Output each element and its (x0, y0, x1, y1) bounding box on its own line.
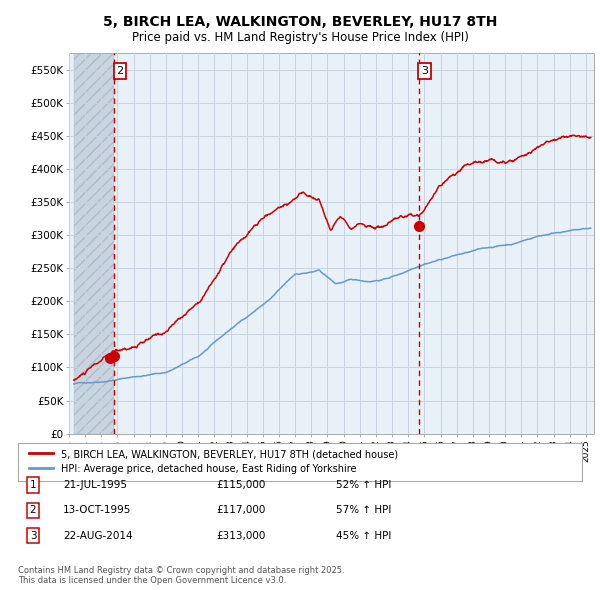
Text: 45% ↑ HPI: 45% ↑ HPI (336, 531, 391, 540)
Text: Contains HM Land Registry data © Crown copyright and database right 2025.
This d: Contains HM Land Registry data © Crown c… (18, 566, 344, 585)
Text: 21-JUL-1995: 21-JUL-1995 (63, 480, 127, 490)
Legend: 5, BIRCH LEA, WALKINGTON, BEVERLEY, HU17 8TH (detached house), HPI: Average pric: 5, BIRCH LEA, WALKINGTON, BEVERLEY, HU17… (23, 443, 404, 480)
Text: £313,000: £313,000 (216, 531, 265, 540)
Text: 5, BIRCH LEA, WALKINGTON, BEVERLEY, HU17 8TH: 5, BIRCH LEA, WALKINGTON, BEVERLEY, HU17… (103, 15, 497, 29)
Bar (74, 53, 114, 434)
Text: 57% ↑ HPI: 57% ↑ HPI (336, 506, 391, 515)
Text: 3: 3 (421, 66, 428, 76)
Text: 1: 1 (29, 480, 37, 490)
Text: 22-AUG-2014: 22-AUG-2014 (63, 531, 133, 540)
Text: 52% ↑ HPI: 52% ↑ HPI (336, 480, 391, 490)
Text: 2: 2 (116, 66, 124, 76)
Text: £115,000: £115,000 (216, 480, 265, 490)
Text: 3: 3 (29, 531, 37, 540)
Text: 2: 2 (29, 506, 37, 515)
Text: 13-OCT-1995: 13-OCT-1995 (63, 506, 131, 515)
Text: £117,000: £117,000 (216, 506, 265, 515)
Text: Price paid vs. HM Land Registry's House Price Index (HPI): Price paid vs. HM Land Registry's House … (131, 31, 469, 44)
